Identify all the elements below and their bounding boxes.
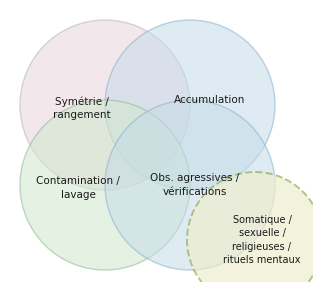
Text: Contamination /
lavage: Contamination / lavage [36, 177, 120, 200]
Text: Symétrie /
rangement: Symétrie / rangement [53, 96, 111, 120]
Circle shape [105, 100, 275, 270]
Text: Accumulation: Accumulation [174, 95, 246, 105]
Circle shape [20, 100, 190, 270]
Circle shape [20, 20, 190, 190]
Text: Somatique /
sexuelle /
religieuses /
rituels mentaux: Somatique / sexuelle / religieuses / rit… [223, 215, 301, 265]
Text: Obs. agressives /
vérifications: Obs. agressives / vérifications [150, 173, 240, 197]
Circle shape [105, 20, 275, 190]
Circle shape [187, 172, 313, 282]
